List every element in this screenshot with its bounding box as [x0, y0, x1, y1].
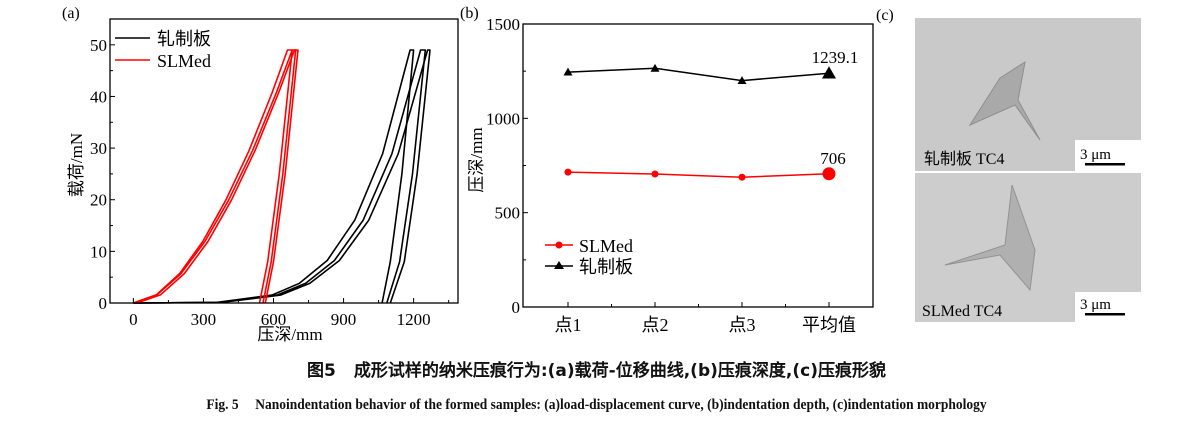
x-tick-label: 点2 [642, 315, 669, 335]
data-point [822, 167, 836, 181]
x-tick-label: 900 [331, 310, 357, 329]
data-point [563, 67, 573, 76]
y-tick-label: 1000 [486, 109, 520, 128]
x-tick-label: 0 [129, 310, 138, 329]
data-point [650, 63, 660, 72]
x-tick-label: 600 [261, 310, 287, 329]
caption-cn-text: 成形试样的纳米压痕行为:(a)载荷-位移曲线,(b)压痕深度,(c)压痕形貌 [353, 361, 886, 381]
legend-label: SLMed [579, 236, 633, 256]
y-tick-label: 1500 [486, 15, 520, 34]
image-caption-rolled: 轧制板 TC4 [924, 150, 1004, 168]
scale-bar [1085, 163, 1125, 166]
y-tick-label: 10 [90, 242, 107, 261]
y-axis-label: 压深/mm [467, 127, 486, 192]
curve-slmed-2 [133, 49, 297, 304]
panel-a-load-displacement-chart: (a) 0 300 600 900 1200 0 10 20 30 40 50 压深/mm 载荷/mN 轧制… [62, 5, 459, 344]
data-point [738, 173, 746, 181]
legend-label: 轧制板 [579, 257, 633, 277]
indent-mark-slmed [944, 184, 1036, 292]
x-tick-label: 点1 [555, 315, 582, 335]
panel-b-label: (b) [460, 5, 479, 22]
y-tick-label: 40 [90, 87, 107, 106]
panel-c-indentation-morphology: (c) 轧制板 TC4 3 μm SLMed TC4 3 μm [876, 7, 1141, 322]
curve-slmed-3 [136, 49, 299, 304]
legend-marker [554, 261, 564, 269]
data-point [564, 168, 572, 176]
caption-en-text: Nanoindentation behavior of the formed s… [255, 397, 987, 413]
y-axis-label: 载荷/mN [67, 133, 86, 197]
panel-c-label: (c) [876, 7, 894, 24]
annotation-slmed-average: 706 [820, 149, 846, 168]
y-tick-label: 20 [90, 191, 107, 210]
panel-b-indentation-depth-chart: (b) 0 500 1000 1500 点1 点2 点3 平均值 压深/mm 1239.1 706 SL… [460, 5, 874, 335]
caption-chinese: 图5 成形试样的纳米压痕行为:(a)载荷-位移曲线,(b)压痕深度,(c)压痕形貌 [0, 356, 1193, 381]
annotation-rolled-average: 1239.1 [812, 48, 859, 67]
series-line-slmed [567, 171, 830, 178]
y-tick-label: 0 [512, 298, 521, 317]
y-tick-label: 30 [90, 139, 107, 158]
series-line-rolled [567, 67, 830, 82]
data-point [651, 170, 659, 178]
figure-panels: (a) 0 300 600 900 1200 0 10 20 30 40 50 压深/mm 载荷/mN 轧制… [62, 5, 1141, 344]
panel-a-label: (a) [62, 5, 80, 22]
legend-label: SLMed [157, 51, 211, 71]
y-tick-label: 0 [99, 294, 108, 313]
caption-cn-figure-number: 图5 [307, 361, 336, 381]
x-tick-label: 1200 [397, 310, 431, 329]
caption-en-figure-number: Fig. 5 [206, 397, 239, 413]
scale-bar-label: 3 μm [1080, 297, 1111, 313]
image-caption-slmed: SLMed TC4 [922, 303, 1002, 320]
x-tick-label: 平均值 [802, 315, 856, 335]
x-tick-label: 点3 [729, 315, 756, 335]
legend-label: 轧制板 [157, 29, 211, 49]
scale-bar [1085, 313, 1125, 316]
data-point [737, 76, 747, 84]
curve-rolled-3 [133, 49, 431, 304]
x-tick-label: 300 [191, 310, 217, 329]
legend-marker [555, 241, 563, 249]
scale-bar-label: 3 μm [1080, 147, 1111, 163]
caption-english: Fig. 5 Nanoindentation behavior of the fo… [42, 397, 1151, 414]
plot-frame [109, 18, 459, 304]
x-axis-label: 压深/mm [257, 325, 322, 344]
curve-slmed-1 [133, 49, 293, 304]
y-tick-label: 500 [495, 204, 521, 223]
y-tick-label: 50 [90, 36, 107, 55]
data-point [822, 66, 836, 79]
indent-mark-rolled [968, 60, 1041, 141]
